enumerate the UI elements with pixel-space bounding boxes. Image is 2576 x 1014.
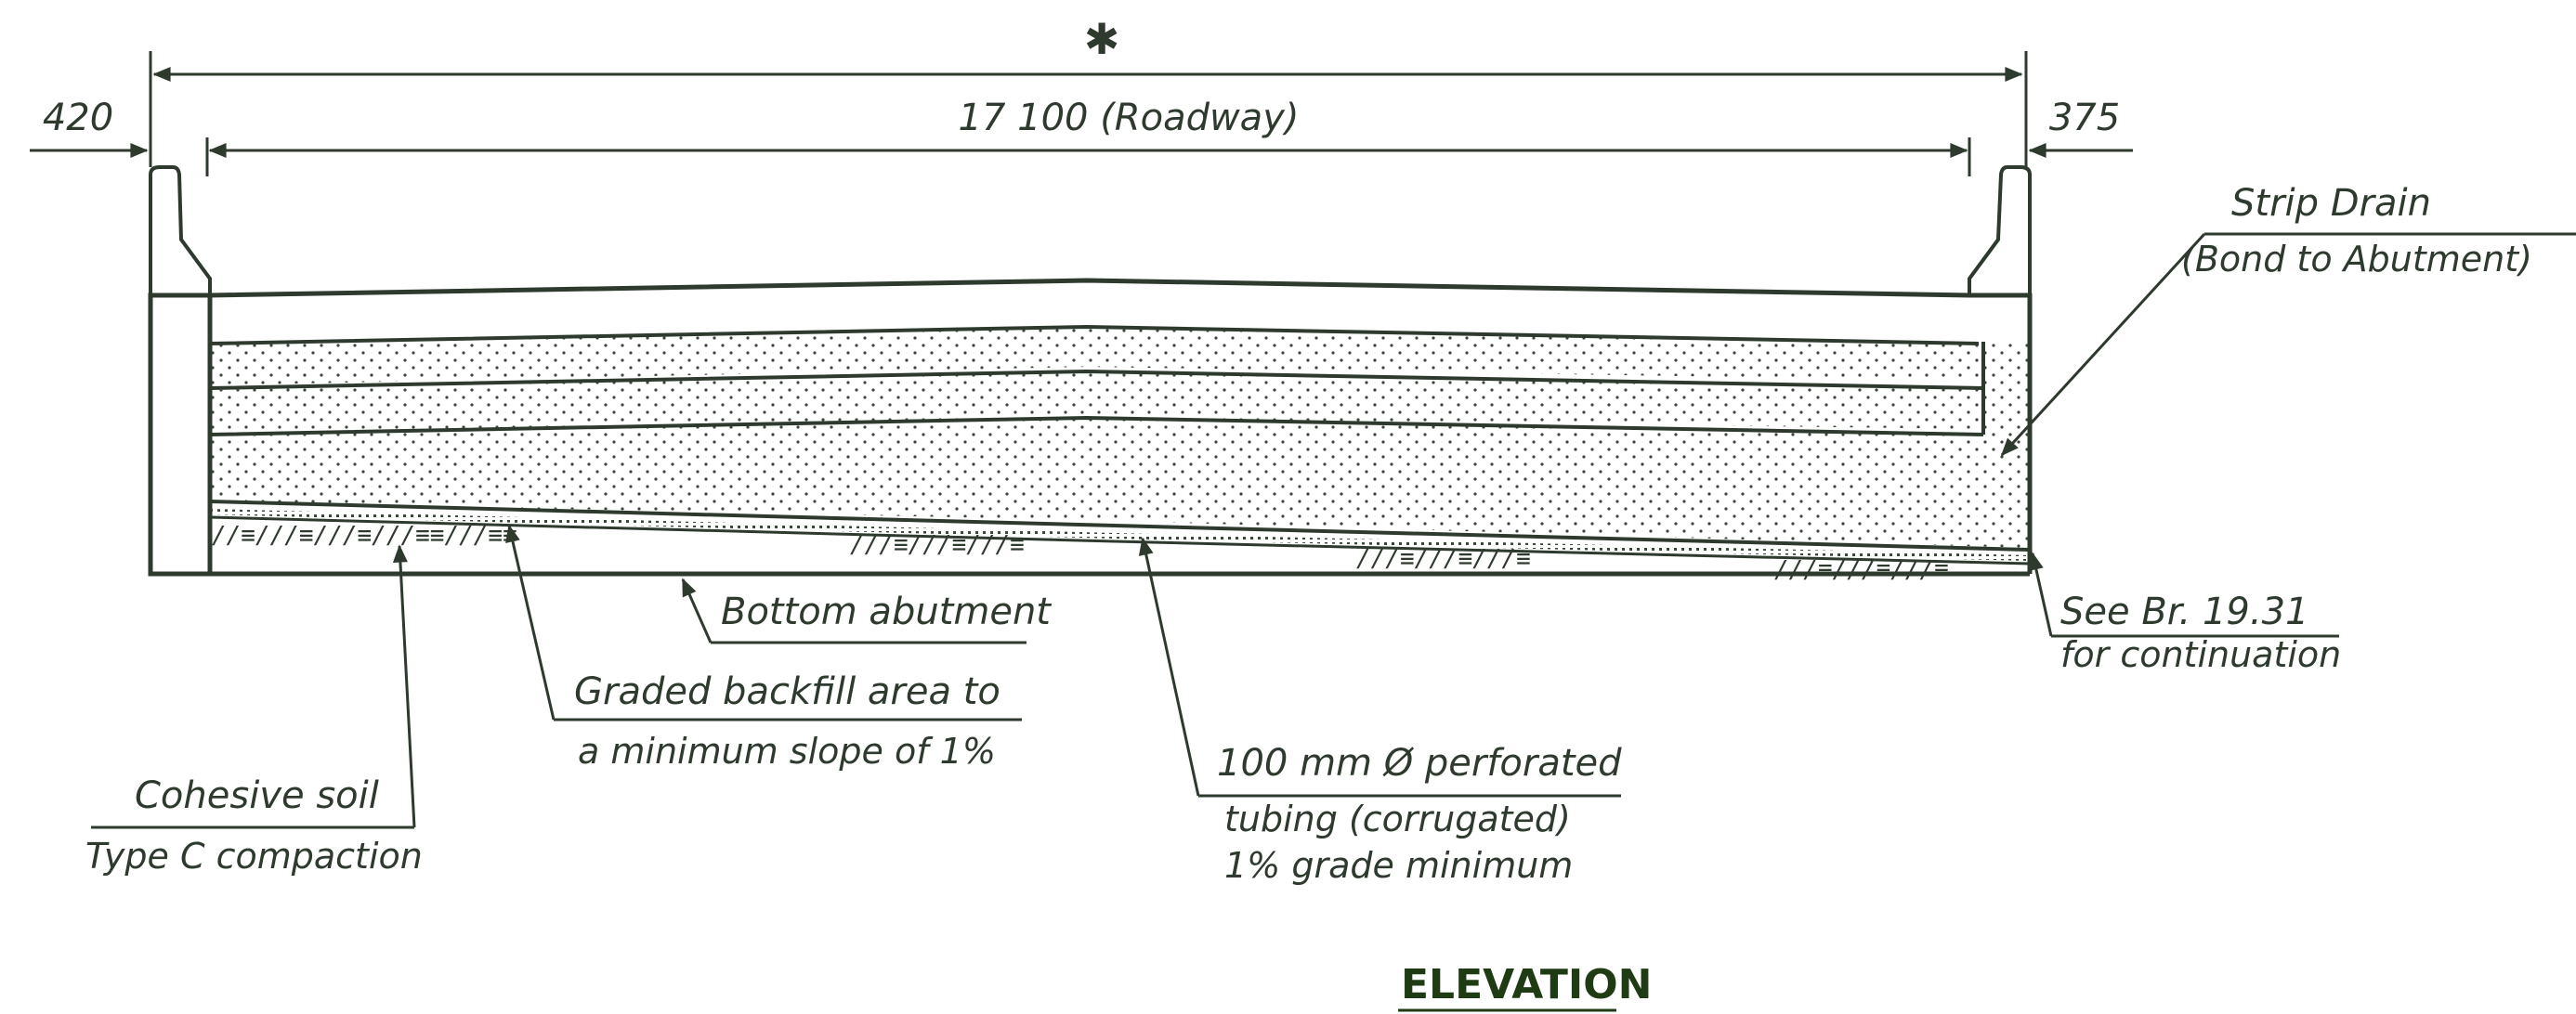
drawing-title: ELEVATION [1401, 961, 1652, 1008]
see-br-sublabel: for continuation [2060, 634, 2341, 675]
see-br-leader [2029, 552, 2053, 637]
lower-dotted-fill [210, 344, 2030, 548]
cohesive-soil-label: Cohesive soil [135, 774, 379, 817]
see-br-label: See Br. 19.31 [2060, 591, 2308, 633]
left-abutment-wall [148, 292, 213, 577]
cohesive-soil-sublabel: Type C compaction [85, 836, 423, 877]
graded-backfill-sublabel: a minimum slope of 1% [578, 731, 996, 772]
tubing-sublabel-2: 1% grade minimum [1224, 845, 1573, 886]
left-barrier [149, 165, 212, 295]
svg-text:///≡///≡///≡: ///≡///≡///≡ [1356, 545, 1531, 573]
roadway-dimension-label: 17 100 (Roadway) [959, 97, 1300, 139]
deck-top-surface [209, 278, 1970, 298]
right-barrier [1968, 165, 2032, 295]
middle-band-top [209, 369, 1984, 390]
svg-text:///≡///≡///≡: ///≡///≡///≡ [850, 531, 1025, 559]
middle-band-bottom [209, 415, 1984, 436]
tubing-leader [1138, 537, 1200, 797]
graded-backfill-line [209, 500, 2031, 552]
left-offset-label: 420 [43, 97, 113, 139]
upper-dotted-layer [210, 327, 1983, 385]
bottom-abutment-label: Bottom abutment [721, 591, 1052, 633]
graded-backfill-leader [505, 524, 556, 721]
deck-slab-underside [209, 324, 1980, 345]
perforated-tubing [210, 509, 2030, 561]
tubing-label: 100 mm Ø perforated [1217, 742, 1622, 785]
bottom-abutment-leader [681, 578, 713, 644]
tubing-sublabel-1: tubing (corrugated) [1224, 799, 1571, 839]
asterisk-mark: ✱ [1084, 14, 1120, 64]
right-offset-label: 375 [2049, 97, 2120, 139]
svg-text://≡///≡///≡///≡≡///≡≡: //≡///≡///≡///≡≡///≡≡ [212, 522, 517, 550]
cohesive-soil-hatches: //≡///≡///≡///≡≡///≡≡ ///≡///≡///≡ ///≡/… [212, 522, 1949, 584]
strip-drain-label: Strip Drain [2231, 182, 2431, 225]
strip-drain-sublabel: (Bond to Abutment) [2181, 239, 2532, 280]
cohesive-soil-leader [392, 544, 416, 828]
graded-backfill-label: Graded backfill area to [574, 670, 1000, 713]
svg-text:///≡///≡///≡: ///≡///≡///≡ [1774, 556, 1949, 584]
strip-drain-leader [2000, 232, 2206, 457]
middle-dotted-layer [210, 371, 1983, 436]
